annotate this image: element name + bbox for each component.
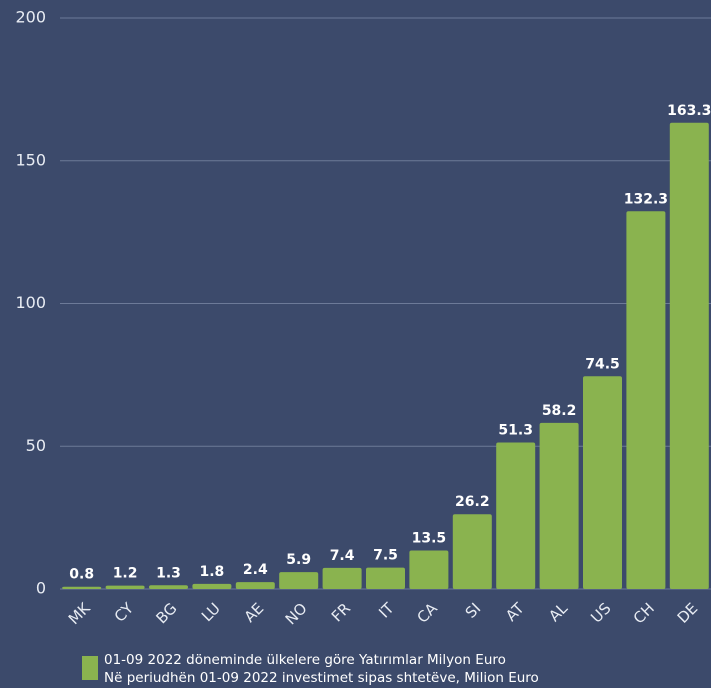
bar — [105, 585, 145, 589]
value-label: 1.3 — [156, 565, 181, 581]
value-label: 51.3 — [498, 423, 533, 439]
bar — [235, 582, 275, 589]
bar — [409, 550, 449, 589]
value-label: 2.4 — [243, 562, 268, 578]
y-tick-label: 0 — [36, 579, 46, 598]
value-label: 163.3 — [667, 103, 711, 119]
bar — [539, 422, 579, 589]
bar — [366, 567, 405, 589]
bar — [192, 583, 232, 589]
bar — [669, 122, 709, 589]
y-tick-label: 100 — [15, 293, 46, 312]
bar — [626, 211, 666, 589]
y-tick-label: 200 — [15, 8, 46, 27]
value-label: 58.2 — [542, 403, 577, 419]
value-label: 7.4 — [330, 548, 355, 564]
y-tick-label: 50 — [26, 436, 46, 455]
bar — [496, 442, 536, 589]
value-label: 132.3 — [624, 191, 668, 207]
legend-swatch — [82, 656, 98, 680]
y-tick-label: 150 — [15, 150, 46, 169]
bar — [322, 567, 362, 589]
bar — [279, 572, 319, 589]
value-label: 26.2 — [455, 494, 490, 510]
value-label: 7.5 — [373, 548, 398, 564]
value-label: 1.2 — [113, 566, 138, 582]
bar — [149, 585, 188, 589]
legend-subtitle: Në periudhën 01-09 2022 investimet sipas… — [104, 670, 539, 686]
bar — [452, 514, 492, 589]
value-label: 5.9 — [286, 552, 311, 568]
legend-label: 01-09 2022 döneminde ülkelere göre Yatır… — [104, 652, 506, 668]
bar — [62, 586, 102, 589]
value-label: 0.8 — [69, 567, 94, 583]
value-label: 13.5 — [412, 530, 447, 546]
bar — [583, 376, 622, 589]
value-label: 74.5 — [585, 356, 620, 372]
value-label: 1.8 — [199, 564, 224, 580]
